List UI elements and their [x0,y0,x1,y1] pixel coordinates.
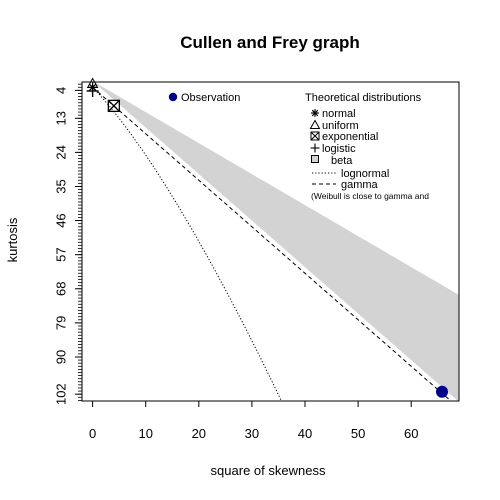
x-axis-label: square of skewness [211,463,326,478]
y-tick-label: 90 [53,350,68,364]
y-tick-label: 13 [53,111,68,125]
x-tick-10: 10 [138,401,153,441]
y-tick-13: 13 [53,111,82,126]
observation-point [436,385,449,398]
beta-region [93,82,459,401]
logistic-marker [86,84,99,97]
uniform-legend-marker [309,119,321,129]
observation-legend-marker [168,92,178,102]
y-axis-label: kurtosis [5,217,20,262]
exponential-legend-marker [310,131,320,141]
y-tick-label: 57 [53,247,68,261]
y-tick-102: 102 [53,383,82,405]
x-tick-label: 50 [351,426,365,441]
chart-title: Cullen and Frey graph [180,33,359,52]
legend-observation: Observation [168,92,240,104]
y-tick-label: 35 [53,179,68,193]
legend-label-exponential: exponential [322,131,378,143]
y-tick-label: 4 [53,87,68,94]
exponential-marker [107,99,121,113]
legend-label-gamma: gamma [341,179,379,191]
x-tick-label: 0 [89,426,96,441]
gamma-line [92,86,452,401]
legend-label-uniform: uniform [322,120,359,132]
x-tick-label: 60 [404,426,418,441]
normal-legend-marker [311,109,319,117]
y-axis: 4 13 24 35 46 57 68 79 90 102 [53,83,83,405]
y-tick-68: 68 [53,282,82,296]
x-tick-label: 20 [192,426,206,441]
lognormal-curve [92,86,283,401]
y-tick-35: 35 [53,179,82,194]
legend-label-logistic: logistic [322,143,356,155]
x-tick-0: 0 [89,401,96,441]
x-tick-50: 50 [351,401,365,441]
y-tick-label: 79 [53,316,68,330]
x-tick-60: 60 [404,401,418,441]
y-tick-24: 24 [53,145,82,160]
observation-legend-label: Observation [181,92,240,104]
y-tick-label: 46 [53,213,68,227]
y-tick-label: 102 [53,383,68,405]
x-tick-label: 30 [245,426,259,441]
y-tick-label: 24 [53,145,68,159]
legend-label-beta: beta [331,155,353,167]
y-tick-79: 79 [53,316,82,330]
plot-frame [81,81,460,402]
beta-legend-marker [311,155,319,163]
y-tick-57: 57 [53,247,82,262]
legend-label-lognormal: lognormal [341,168,389,180]
logistic-legend-marker [310,143,320,153]
x-tick-30: 30 [245,401,259,441]
x-tick-20: 20 [192,401,206,441]
x-axis: 0 10 20 30 40 50 60 [89,400,418,441]
y-tick-46: 46 [53,213,82,228]
x-tick-40: 40 [298,401,312,441]
legend-heading: Theoretical distributions [305,92,422,104]
legend-note-weibull: (Weibull is close to gamma and [311,191,429,201]
y-tick-90: 90 [53,350,82,364]
legend-theoretical: Theoretical distributions normal uniform… [305,92,429,201]
legend-label-normal: normal [322,108,356,120]
x-tick-label: 40 [298,426,312,441]
y-tick-label: 68 [53,282,68,296]
y-tick-4: 4 [53,87,82,94]
distribution-markers [86,77,449,398]
x-tick-label: 10 [138,426,152,441]
